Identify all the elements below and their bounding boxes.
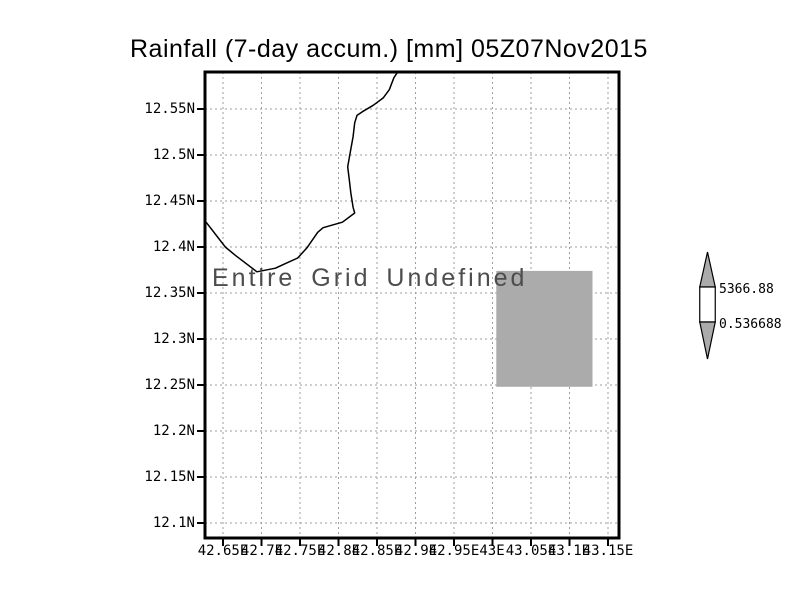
coastline-path bbox=[205, 72, 398, 273]
y-tick-label: 12.55N bbox=[144, 101, 195, 117]
y-tick-label: 12.45N bbox=[144, 193, 195, 209]
x-tick-label: 42.9E bbox=[394, 543, 438, 559]
y-tick-label: 12.3N bbox=[152, 331, 195, 347]
x-tick-label: 42.65E bbox=[197, 543, 249, 559]
x-tick-label: 43.05E bbox=[505, 543, 557, 559]
y-tick-label: 12.1N bbox=[152, 515, 195, 531]
x-tick-label: 43.15E bbox=[582, 543, 634, 559]
x-tick-label: 42.7E bbox=[240, 543, 284, 559]
y-tick-label: 12.35N bbox=[144, 285, 195, 301]
colorbar-up-arrow bbox=[699, 251, 716, 288]
plot-frame bbox=[203, 70, 621, 540]
y-tick-label: 12.15N bbox=[144, 469, 195, 485]
plot-title: Rainfall (7-day accum.) [mm] 05Z07Nov201… bbox=[130, 35, 648, 63]
x-tick-label: 42.8E bbox=[317, 543, 361, 559]
shaded-grid-cell bbox=[496, 270, 593, 387]
x-tick-label: 43.1E bbox=[547, 543, 591, 559]
colorbar-down-arrow bbox=[699, 321, 716, 360]
undefined-grid-annotation: Entire Grid Undefined bbox=[212, 264, 528, 292]
y-tick-label: 12.2N bbox=[152, 423, 195, 439]
x-tick-label: 42.85E bbox=[351, 543, 403, 559]
y-tick-label: 12.4N bbox=[152, 239, 195, 255]
x-tick-label: 43E bbox=[479, 543, 505, 559]
colorbar-box bbox=[699, 286, 716, 323]
colorbar-min-label: 0.536688 bbox=[719, 317, 782, 332]
x-tick-label: 42.95E bbox=[428, 543, 480, 559]
colorbar-max-label: 5366.88 bbox=[719, 282, 774, 297]
y-tick-label: 12.5N bbox=[152, 147, 195, 163]
y-tick-label: 12.25N bbox=[144, 377, 195, 393]
x-tick-label: 42.75E bbox=[274, 543, 326, 559]
